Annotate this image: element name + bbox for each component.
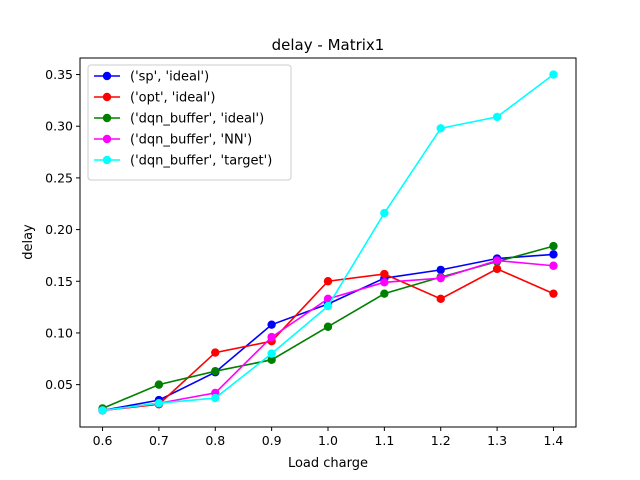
x-tick-label: 0.6: [93, 433, 113, 448]
data-point: [549, 289, 558, 298]
data-point: [380, 269, 389, 279]
data-point: [549, 70, 558, 79]
legend-label: ('opt', 'ideal'): [130, 91, 215, 106]
y-tick-label: 0.35: [45, 67, 73, 82]
y-tick-label: 0.10: [45, 325, 73, 340]
data-point: [323, 277, 333, 286]
y-tick-label: 0.25: [45, 170, 73, 185]
legend-marker: [102, 92, 112, 102]
x-tick-label: 1.1: [374, 433, 394, 448]
y-tick-label: 0.20: [45, 222, 73, 237]
series-layer: [98, 70, 558, 415]
legend-marker: [102, 71, 112, 81]
y-axis: 0.05 0.10 0.15 0.20 0.25 0.30 0.35: [45, 67, 80, 392]
legend-label: ('dqn_buffer', 'target'): [130, 154, 272, 169]
x-tick-label: 1.0: [318, 433, 338, 448]
data-point: [211, 393, 220, 403]
chart-title: delay - Matrix1: [272, 36, 385, 54]
x-tick-label: 1.4: [544, 433, 564, 448]
y-tick-label: 0.30: [45, 119, 73, 134]
data-point: [549, 250, 558, 259]
data-point: [436, 124, 445, 133]
data-point: [492, 112, 502, 122]
x-tick-label: 0.9: [262, 433, 282, 448]
x-tick-label: 1.2: [431, 433, 451, 448]
legend-box: [87, 64, 292, 181]
series: [98, 264, 558, 415]
series-line: [102, 267, 554, 412]
data-point: [323, 301, 333, 311]
data-point: [380, 289, 389, 298]
data-point: [323, 322, 333, 331]
series: [98, 241, 558, 413]
data-point: [154, 399, 164, 408]
series: [98, 70, 558, 415]
data-point: [323, 294, 333, 304]
data-point: [211, 366, 220, 376]
data-point: [436, 294, 445, 304]
legend-marker: [102, 134, 112, 144]
x-axis-label: Load charge: [288, 456, 368, 471]
data-point: [549, 241, 558, 251]
data-point: [267, 355, 276, 365]
data-point: [267, 332, 276, 342]
x-tick-label: 0.7: [149, 433, 169, 448]
data-point: [492, 256, 502, 265]
data-point: [436, 273, 445, 283]
data-point: [98, 406, 107, 415]
data-point: [267, 320, 276, 329]
data-point: [549, 261, 558, 270]
y-tick-label: 0.05: [45, 377, 73, 392]
data-point: [380, 208, 389, 218]
x-tick-label: 1.3: [487, 433, 507, 448]
y-tick-label: 0.15: [45, 274, 73, 289]
data-point: [492, 264, 502, 274]
x-axis: 0.6 0.7 0.8 0.9 1.0 1.1 1.2 1.3 1.4: [93, 427, 564, 448]
legend-label: ('sp', 'ideal'): [130, 70, 209, 85]
y-axis-label: delay: [21, 224, 36, 260]
legend-marker: [102, 155, 112, 165]
series: [98, 250, 558, 415]
data-point: [380, 278, 389, 287]
legend-label: ('dqn_buffer', 'NN'): [130, 133, 252, 148]
legend-label: ('dqn_buffer', 'ideal'): [130, 112, 264, 127]
data-point: [211, 348, 220, 357]
legend: ('sp', 'ideal') ('opt', 'ideal') ('dqn_buf…: [87, 64, 292, 181]
x-tick-label: 0.8: [205, 433, 225, 448]
data-point: [267, 349, 276, 358]
data-point: [436, 265, 445, 275]
legend-marker: [102, 113, 112, 123]
data-point: [154, 380, 164, 389]
